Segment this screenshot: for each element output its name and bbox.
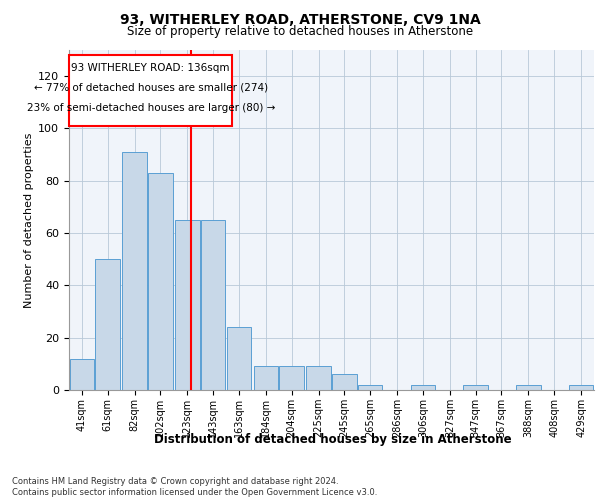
Bar [175,220,200,390]
Bar [410,385,435,390]
Text: ← 77% of detached houses are smaller (274): ← 77% of detached houses are smaller (27… [34,83,268,93]
Text: Size of property relative to detached houses in Atherstone: Size of property relative to detached ho… [127,25,473,38]
Text: Distribution of detached houses by size in Atherstone: Distribution of detached houses by size … [154,432,512,446]
Bar [148,173,173,390]
Bar [358,385,382,390]
Bar [516,385,541,390]
Y-axis label: Number of detached properties: Number of detached properties [24,132,34,308]
Bar [95,259,120,390]
Bar [70,358,94,390]
Bar [122,152,147,390]
Bar [254,366,278,390]
Bar [201,220,226,390]
Bar [279,366,304,390]
Bar [332,374,357,390]
Text: 93 WITHERLEY ROAD: 136sqm: 93 WITHERLEY ROAD: 136sqm [71,64,230,74]
Text: 93, WITHERLEY ROAD, ATHERSTONE, CV9 1NA: 93, WITHERLEY ROAD, ATHERSTONE, CV9 1NA [119,12,481,26]
Bar [227,327,251,390]
Bar [306,366,331,390]
FancyBboxPatch shape [69,55,232,126]
Bar [463,385,488,390]
Text: 23% of semi-detached houses are larger (80) →: 23% of semi-detached houses are larger (… [26,102,275,113]
Text: Contains HM Land Registry data © Crown copyright and database right 2024.
Contai: Contains HM Land Registry data © Crown c… [12,478,377,497]
Bar [569,385,593,390]
